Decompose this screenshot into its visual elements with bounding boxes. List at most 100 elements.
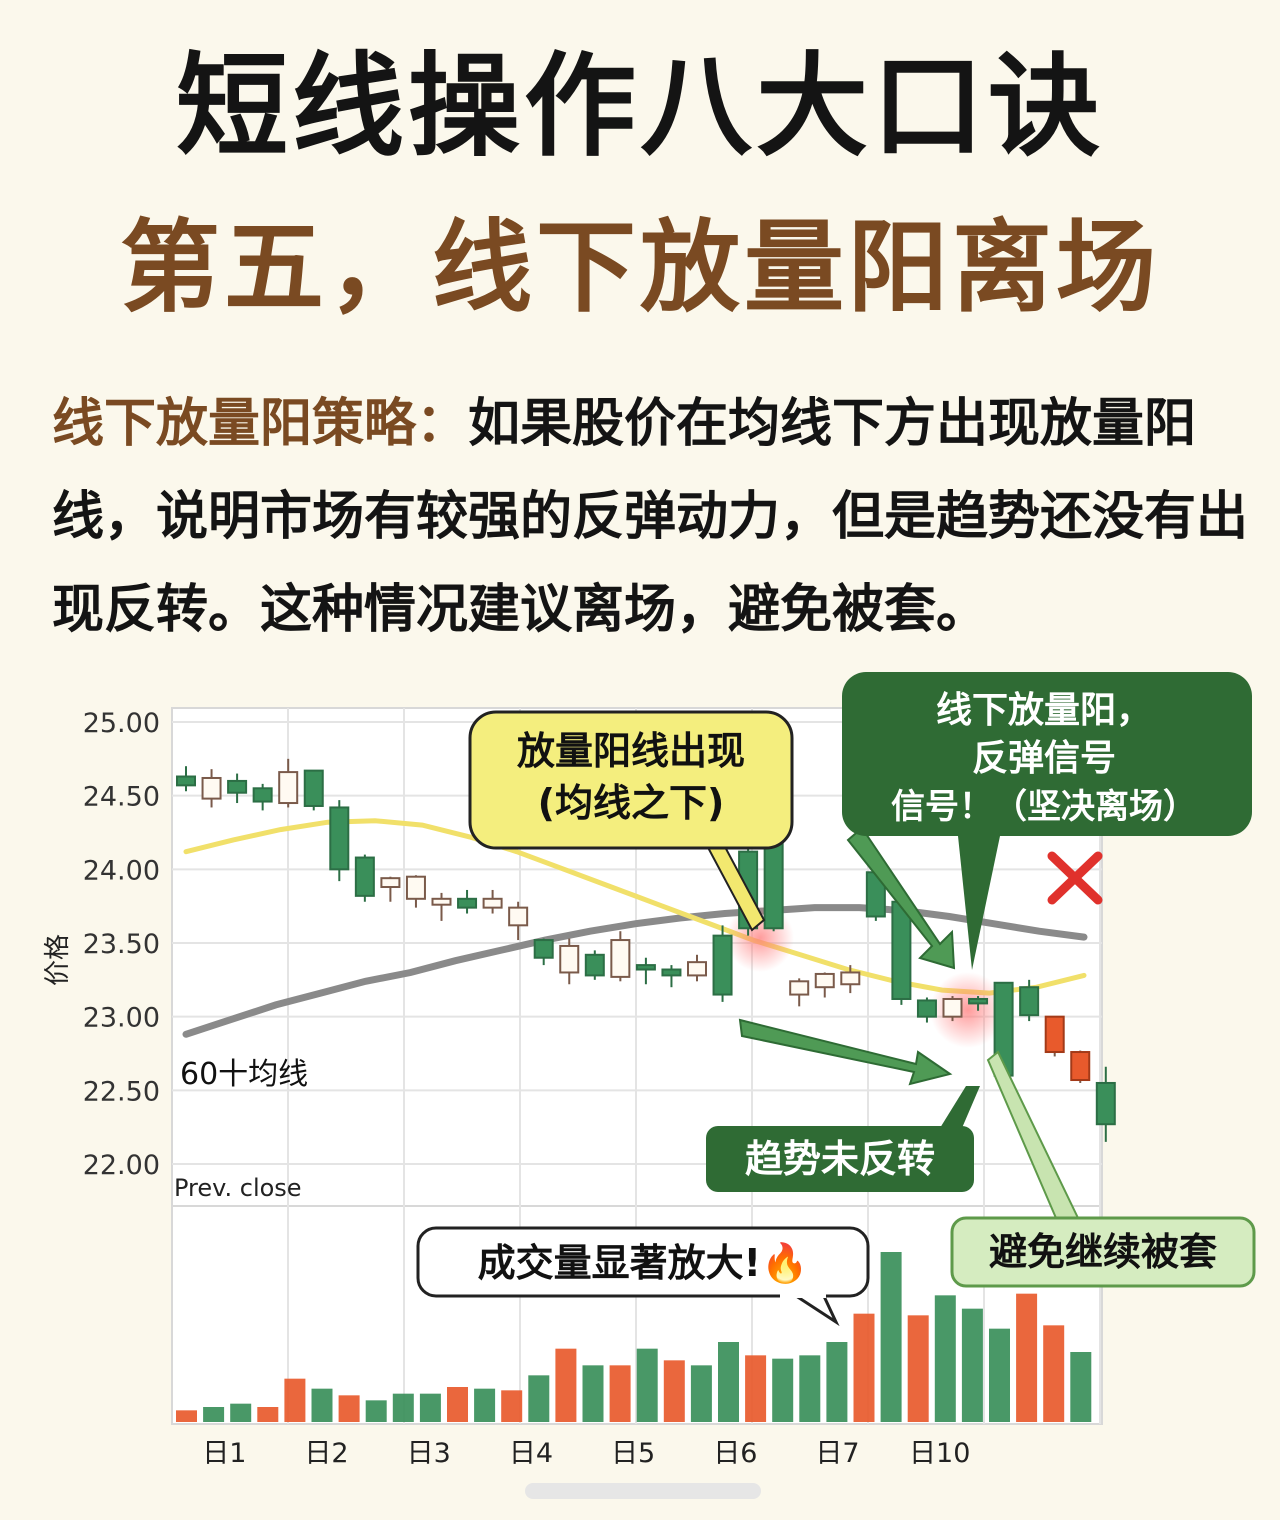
volume-bar	[961, 1308, 983, 1422]
ma-label: 60十均线	[180, 1057, 308, 1092]
candle-body	[916, 999, 937, 1018]
volume-bar	[365, 1400, 387, 1422]
candle	[610, 931, 631, 982]
page-subtitle: 第五，线下放量阳离场	[120, 209, 1160, 326]
volume-bar	[989, 1328, 1010, 1422]
volume-bar	[853, 1313, 875, 1422]
candle-body	[559, 944, 580, 974]
x-tick-label: 日1	[202, 1438, 246, 1469]
strategy-lead: 线下放量阳策略：	[52, 394, 469, 454]
volume-bar	[501, 1390, 523, 1422]
candle	[687, 954, 707, 982]
candle-body	[431, 897, 452, 906]
x-tick-label: 日6	[713, 1438, 757, 1469]
candle	[942, 996, 963, 1022]
arrow-to-candle-2	[738, 1018, 953, 1086]
volume-bar	[799, 1355, 821, 1422]
volume-bar	[582, 1365, 604, 1422]
volume-bar	[1070, 1352, 1092, 1422]
candle	[916, 997, 937, 1023]
volume-bar	[609, 1365, 631, 1422]
volume-bar	[447, 1387, 468, 1422]
volume-bar	[907, 1315, 929, 1422]
candles	[176, 758, 1116, 1142]
strategy-body: 如果股价在均线下方出现放量阳线，说明市场有较强的反弹动力，但是趋势还没有出现反转…	[52, 394, 1249, 640]
volume-bar	[284, 1378, 306, 1422]
candle-body	[533, 939, 554, 959]
candle-body	[1019, 986, 1040, 1017]
candle-body	[968, 997, 989, 1005]
arrow-to-candle-1	[846, 826, 956, 970]
candle	[840, 965, 861, 994]
signal-glow	[930, 972, 1006, 1048]
candle-body	[303, 769, 324, 807]
volume-bar	[1043, 1325, 1065, 1422]
trend-note: 趋势未反转	[706, 1126, 974, 1192]
candle-body	[354, 856, 375, 897]
y-tick-label: 24.50	[83, 782, 160, 813]
candle-body	[712, 934, 733, 996]
candle-body	[405, 875, 426, 900]
candle-body	[840, 971, 861, 986]
candle-body	[1070, 1051, 1091, 1082]
volume-bar	[880, 1252, 902, 1422]
arrow-from-trend	[940, 1086, 980, 1128]
candle	[457, 889, 478, 914]
x-tick-label: 日4	[509, 1438, 553, 1469]
volume-bar	[826, 1342, 848, 1422]
x-tick-label: 日3	[407, 1438, 451, 1469]
volume-bar	[230, 1403, 252, 1422]
ref-line-label: Prev. close	[174, 1174, 302, 1202]
candle	[968, 996, 989, 1011]
candle-body	[227, 779, 248, 794]
candle	[712, 925, 733, 1002]
candle	[661, 965, 682, 988]
volume-bar	[392, 1393, 414, 1422]
candle	[1095, 1066, 1116, 1142]
candle-body	[508, 906, 529, 927]
candle	[431, 892, 452, 921]
volume-bar	[636, 1348, 658, 1422]
avoid-note-text: 避免继续被套	[989, 1230, 1217, 1274]
volume-bar	[718, 1342, 739, 1422]
candle	[789, 978, 810, 1007]
candle-body	[661, 968, 682, 977]
trend-note-text: 趋势未反转	[745, 1137, 935, 1181]
y-tick-label: 23.50	[83, 929, 160, 960]
candle-body	[635, 964, 656, 971]
candle-body	[176, 775, 196, 787]
volume-bar	[419, 1393, 441, 1422]
callout-exit-signal-line1: 线下放量阳，	[936, 690, 1152, 731]
page-title: 短线操作八大口诀	[176, 42, 1104, 172]
candle-body	[942, 997, 963, 1018]
candle	[303, 769, 324, 811]
candle-body	[814, 972, 835, 989]
callout-exit-signal: 线下放量阳， 反弹信号 信号！（坚决离场）	[842, 672, 1252, 970]
candle-body	[789, 980, 810, 996]
volume-bar	[257, 1407, 279, 1422]
home-indicator[interactable]	[525, 1483, 761, 1499]
candle-body	[457, 897, 478, 909]
candle	[482, 889, 503, 914]
callout-bullish-candle-line1: 放量阳线出现	[517, 729, 745, 773]
x-tick-label: 日10	[909, 1438, 970, 1469]
candle-body	[329, 806, 350, 871]
candle	[329, 800, 350, 882]
candle-body	[278, 771, 299, 805]
volume-note-bubble: 成交量显著放大!🔥	[416, 1226, 870, 1327]
candle	[584, 950, 605, 980]
volume-bar	[772, 1358, 794, 1422]
y-tick-label: 22.50	[83, 1076, 160, 1107]
candle	[380, 876, 401, 902]
candle	[508, 901, 529, 941]
volume-note-text: 成交量显著放大!🔥	[478, 1241, 809, 1285]
y-tick-label: 22.00	[83, 1150, 160, 1181]
volume-bar	[176, 1410, 197, 1422]
volume-bar	[474, 1388, 496, 1422]
strategy-description: 线下放量阳策略：如果股价在均线下方出现放量阳线，说明市场有较强的反弹动力，但是趋…	[52, 378, 1252, 657]
candle	[176, 766, 196, 792]
candle	[814, 972, 835, 998]
candle	[354, 854, 375, 902]
y-axis-ticks: 25.00 24.50 24.00 23.50 23.00 22.50 22.00	[83, 708, 160, 1181]
